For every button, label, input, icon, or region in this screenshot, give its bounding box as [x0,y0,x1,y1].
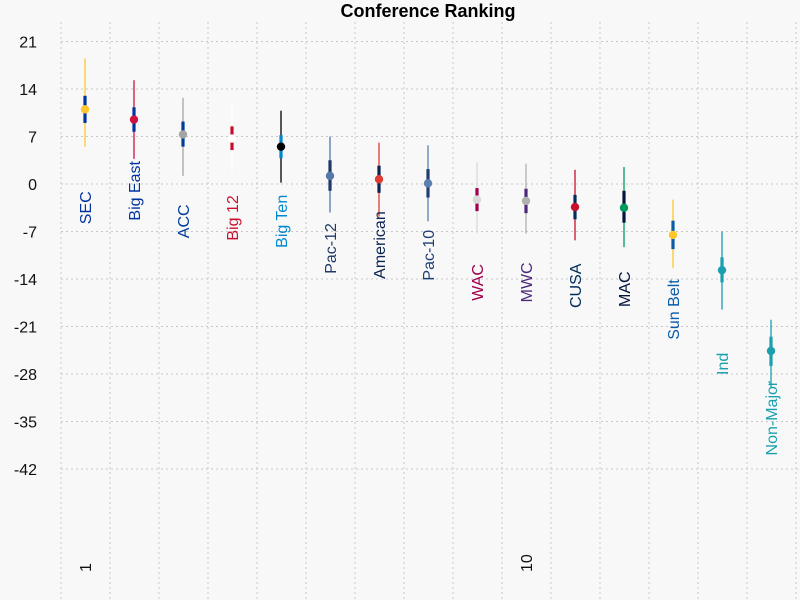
conference-label: Big 12 [225,195,242,240]
conference-big-ten: Big Ten [274,110,291,248]
conference-acc: ACC [176,97,193,238]
conference-pac-10: Pac-10 [421,145,438,281]
mean-point [668,230,678,240]
conference-ind: Ind [715,231,732,375]
conference-cusa: CUSA [568,169,585,308]
conference-label: WAC [470,264,487,301]
conference-label: Big Ten [274,195,291,248]
mean-point [717,265,727,275]
conference-big-12: Big 12 [225,100,242,241]
conference-label: Pac-10 [421,230,438,281]
mean-point [178,130,188,139]
y-tick-label: 14 [19,82,37,99]
mean-point [521,196,531,206]
conference-big-east: Big East [127,80,144,221]
mean-point [766,346,776,356]
chart-title: Conference Ranking [340,1,515,21]
y-tick-label: 7 [28,130,37,147]
conference-label: SEC [78,191,95,224]
y-tick-label: -7 [23,225,37,242]
conference-label: Non-Major [764,380,781,455]
conference-label: MAC [617,271,634,307]
conference-marks: SEC Big East ACC Big 12 Big Ten Pac-12 America… [78,58,781,455]
conference-mac: MAC [617,167,634,307]
conference-label: American [372,211,389,279]
conference-label: ACC [176,204,193,238]
conference-label: Ind [715,353,732,375]
mean-point [227,134,237,143]
mean-point [423,179,433,188]
conference-american: American [372,142,389,279]
y-axis: 21 14 7 0 -7 -14 -21 -28 -35 -42 [14,35,37,480]
x-axis: 1 10 [78,554,536,572]
mean-point [325,171,335,181]
conference-sec: SEC [78,58,95,224]
mean-point [276,142,286,151]
mean-point [80,105,90,114]
x-tick-label: 1 [78,563,95,572]
mean-point [472,195,482,204]
conference-label: Sun Belt [666,279,683,340]
grid-layer [60,22,800,600]
mean-point [374,175,384,184]
conference-mwc: MWC [519,163,536,302]
y-tick-label: 0 [28,177,37,194]
y-tick-label: -42 [14,462,37,479]
mean-point [129,115,139,124]
y-tick-label: -14 [14,272,37,289]
conference-wac: WAC [470,162,487,301]
y-tick-label: -28 [14,367,37,384]
y-tick-label: -21 [14,320,37,337]
x-tick-label: 10 [519,554,536,572]
y-tick-label: 21 [19,35,37,52]
y-tick-label: -35 [14,415,37,432]
conference-sun-belt: Sun Belt [666,199,683,340]
mean-point [570,202,580,212]
conference-pac-12: Pac-12 [323,136,340,274]
conference-label: Big East [127,160,144,220]
mean-point [619,203,629,212]
conference-label: CUSA [568,263,585,308]
conference-label: Pac-12 [323,223,340,274]
conference-non-major: Non-Major [764,319,781,455]
conference-label: MWC [519,262,536,302]
